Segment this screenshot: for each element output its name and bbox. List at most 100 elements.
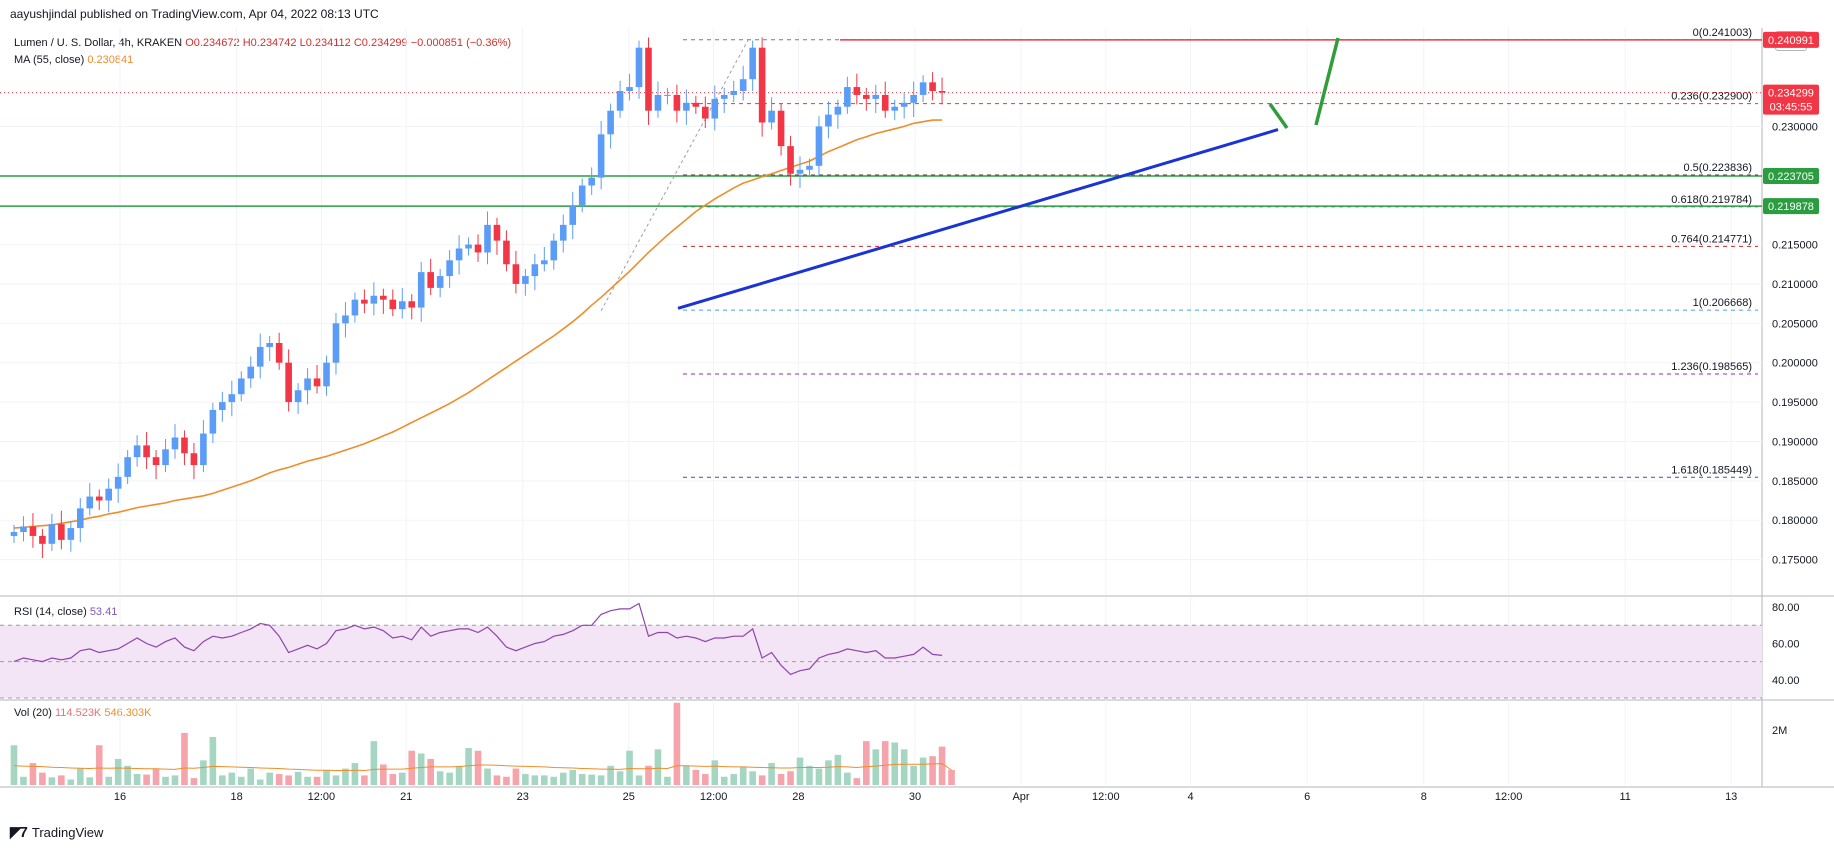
candle-body bbox=[853, 87, 861, 95]
symbol-name: Lumen / U. S. Dollar, 4h, KRAKEN bbox=[14, 37, 183, 49]
x-tick-label: 12:00 bbox=[1092, 791, 1120, 803]
volume-bar bbox=[626, 750, 633, 785]
volume-bar bbox=[427, 758, 434, 785]
candle-body bbox=[162, 449, 169, 466]
candle-body bbox=[171, 437, 179, 450]
candle-body bbox=[588, 177, 595, 186]
volume-bar bbox=[275, 774, 283, 785]
volume-bar bbox=[285, 775, 292, 785]
candle-body bbox=[58, 524, 65, 540]
volume-bar bbox=[266, 772, 273, 785]
volume-bar bbox=[825, 760, 832, 785]
volume-bar bbox=[20, 776, 27, 785]
candle-body bbox=[143, 445, 150, 458]
x-tick-label: Apr bbox=[1012, 791, 1029, 803]
volume-value: 114.523K bbox=[54, 707, 102, 719]
volume-bar bbox=[380, 764, 387, 785]
volume-bar bbox=[342, 768, 349, 785]
volume-bar bbox=[124, 765, 131, 785]
ohlc-low: L0.234112 bbox=[299, 37, 351, 49]
tradingview-logo[interactable]: ◤7 TradingView bbox=[10, 823, 103, 841]
candle-body bbox=[881, 94, 889, 111]
volume-bar bbox=[86, 777, 94, 785]
volume-bar bbox=[720, 776, 728, 785]
volume-bar bbox=[739, 767, 747, 785]
candle-body bbox=[559, 224, 567, 241]
candle-body bbox=[256, 346, 264, 367]
x-tick-label: 25 bbox=[623, 791, 635, 803]
ohlc-close: C0.234299 bbox=[353, 37, 408, 49]
volume-tick-label: 2M bbox=[1772, 725, 1787, 737]
volume-bar bbox=[114, 758, 122, 785]
volume-bar bbox=[758, 775, 766, 785]
x-tick-label: 11 bbox=[1619, 791, 1630, 803]
rsi-legend: RSI (14, close) 53.41 bbox=[14, 606, 117, 618]
volume-bar bbox=[294, 771, 302, 785]
candle-body bbox=[777, 110, 785, 147]
candle-body bbox=[152, 457, 160, 466]
fib-level-label: 1(0.206668) bbox=[1693, 297, 1752, 309]
rsi-value: 53.41 bbox=[89, 606, 118, 618]
projection-arrow-up bbox=[1314, 37, 1340, 126]
volume-bar bbox=[673, 702, 681, 785]
candle-body bbox=[550, 240, 558, 261]
candle-body bbox=[720, 94, 728, 99]
volume-bar bbox=[181, 732, 188, 785]
candle-body bbox=[398, 301, 406, 310]
candle-body bbox=[938, 91, 946, 93]
candle-body bbox=[493, 224, 501, 241]
price-label-badge bbox=[1763, 168, 1819, 185]
volume-bar bbox=[313, 776, 321, 785]
candle-body bbox=[484, 224, 491, 253]
candle-body bbox=[645, 47, 652, 111]
y-tick-label: 0.185000 bbox=[1772, 476, 1818, 488]
y-tick-label: 0.215000 bbox=[1772, 240, 1818, 252]
y-tick-label: 0.195000 bbox=[1772, 397, 1818, 409]
candle-body bbox=[446, 260, 453, 277]
volume-bar bbox=[237, 776, 245, 785]
x-tick-label: 23 bbox=[517, 791, 529, 803]
candle-body bbox=[474, 244, 482, 253]
y-tick-label: 0.200000 bbox=[1772, 358, 1818, 370]
y-tick-label: 0.175000 bbox=[1772, 555, 1818, 567]
tradingview-logo-icon: ◤7 bbox=[10, 824, 28, 841]
price-label-badge bbox=[1763, 31, 1819, 48]
volume-bar bbox=[190, 778, 198, 785]
candle-body bbox=[323, 362, 330, 387]
volume-bar bbox=[683, 765, 690, 785]
y-tick-label: 0.205000 bbox=[1772, 318, 1818, 330]
volume-bar bbox=[531, 775, 539, 785]
volume-bar bbox=[162, 776, 169, 785]
volume-bar bbox=[200, 760, 207, 785]
volume-bar bbox=[815, 768, 823, 785]
candle-body bbox=[332, 323, 340, 363]
candle-body bbox=[626, 87, 633, 91]
volume-bar bbox=[219, 775, 226, 785]
x-tick-label: 21 bbox=[400, 791, 412, 803]
candle-body bbox=[285, 362, 292, 403]
volume-bar bbox=[351, 763, 359, 785]
candle-body bbox=[844, 87, 851, 107]
candle-body bbox=[29, 526, 37, 536]
volume-label: Vol (20) bbox=[14, 707, 52, 719]
candle-body bbox=[342, 315, 349, 324]
candle-body bbox=[616, 91, 624, 111]
volume-bar bbox=[692, 769, 700, 785]
ma55-line bbox=[13, 119, 943, 529]
ma-row: MA (55, close) 0.230841 bbox=[14, 52, 511, 69]
fib-level-label: 1.236(0.198565) bbox=[1671, 361, 1752, 373]
volume-bar bbox=[446, 772, 453, 785]
candle-body bbox=[200, 433, 207, 466]
volume-bar bbox=[616, 771, 624, 785]
volume-bar bbox=[67, 779, 75, 785]
volume-bar bbox=[474, 750, 482, 785]
volume-sma-line bbox=[13, 763, 952, 772]
candle-body bbox=[910, 94, 917, 103]
x-tick-label: 13 bbox=[1725, 791, 1737, 803]
candle-body bbox=[266, 343, 273, 347]
candle-body bbox=[635, 47, 643, 88]
volume-bar bbox=[749, 771, 756, 785]
volume-bar bbox=[370, 741, 378, 785]
price-label-countdown: 03:45:55 bbox=[1770, 102, 1813, 114]
